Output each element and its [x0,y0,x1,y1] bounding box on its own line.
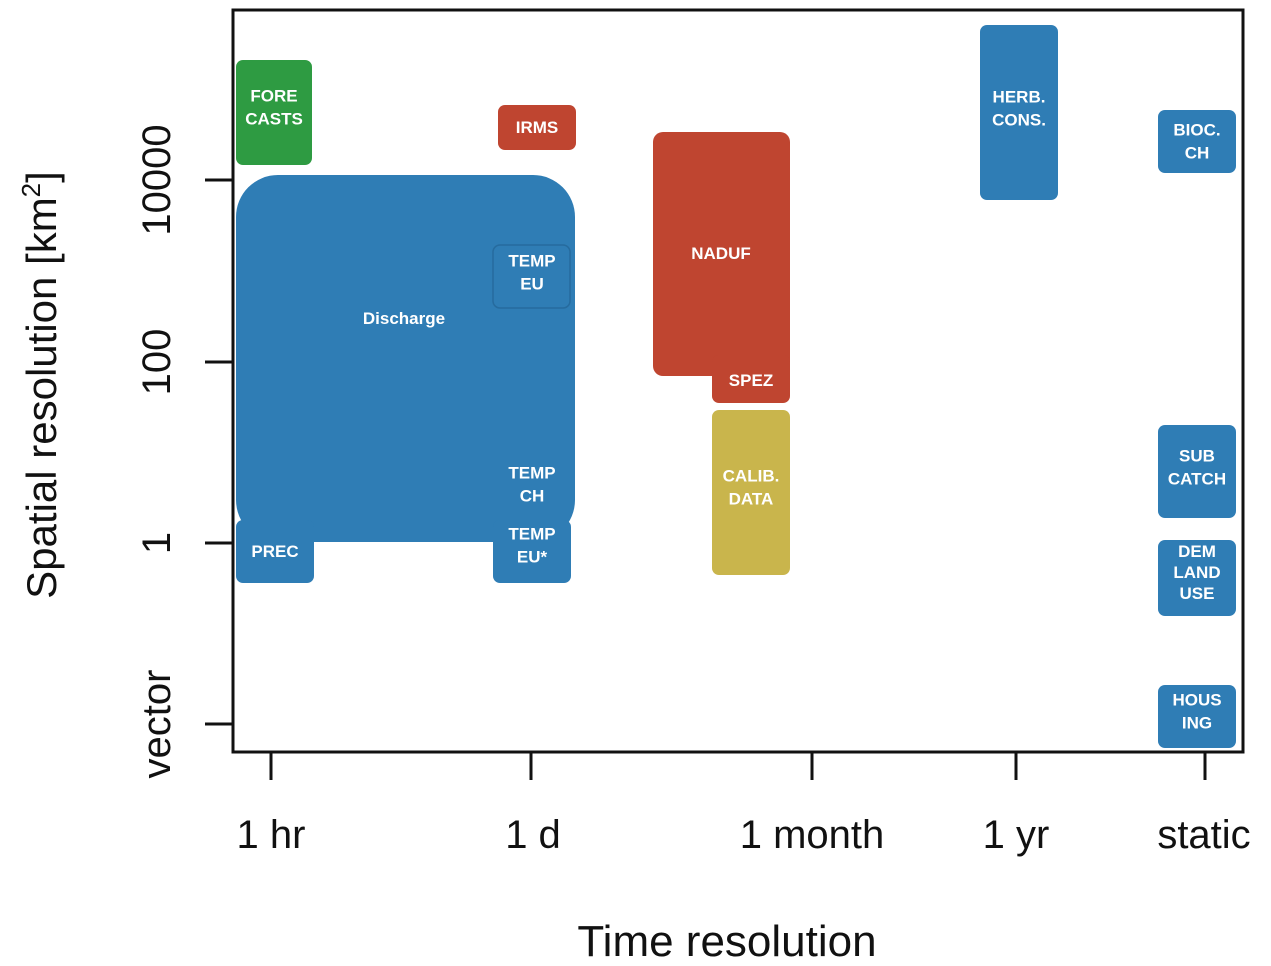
box [1158,110,1236,173]
box-label: CH [1185,144,1210,163]
box-label: TEMP [508,525,555,544]
y-title-close: ] [18,171,65,183]
y-tick-label: vector [135,670,179,779]
x-tick-label: 1 hr [237,813,306,857]
y-tick-label: 1 [135,532,179,554]
x-tick-label: 1 yr [983,813,1050,857]
box-label: SPEZ [729,371,773,390]
box-label: ING [1182,714,1212,733]
box-label: CONS. [992,111,1046,130]
box-label: LAND [1173,563,1220,582]
box-label: FORE [250,87,297,106]
y-title-text: Spatial resolution [km [18,197,65,599]
box-label: Discharge [363,309,445,328]
box-labels: FORE CASTS IRMS Discharge TEMP EU TEMP CH PREC TE… [245,87,1226,733]
box [712,410,790,575]
box-label: BIOC. [1173,121,1220,140]
box [236,175,575,542]
box-label: TEMP [508,464,555,483]
x-axis: 1 hr 1 d 1 month 1 yr static Time resolu… [237,752,1251,966]
box [492,244,571,309]
box-label: PREC [251,542,298,561]
x-tick-label: 1 d [505,813,561,857]
box-label: HOUS [1172,691,1221,710]
box [493,520,571,583]
plot-frame [231,8,1245,754]
box [1158,425,1236,518]
y-tick-label: 100 [135,329,179,396]
box-label: CALIB. [723,467,780,486]
box-label: EU* [517,548,548,567]
box-label: SUB [1179,447,1215,466]
y-tick-label: 10000 [135,124,179,235]
boxes [236,25,1236,748]
box [1158,685,1236,748]
y-axis: 10000 100 1 vector Spatial resolution [k… [16,124,233,778]
box-label: DEM [1178,542,1216,561]
box [498,105,576,150]
box-label: NADUF [691,244,751,263]
box-label: DATA [729,490,774,509]
box [653,132,790,376]
box [236,520,314,583]
box-label: CATCH [1168,470,1226,489]
y-axis-title: Spatial resolution [km2] [16,171,65,599]
box-label: CH [520,487,545,506]
box-label: CASTS [245,110,303,129]
box [712,355,790,403]
box-label: HERB. [993,88,1046,107]
x-axis-title: Time resolution [577,917,876,966]
x-tick-label: static [1157,813,1250,857]
box [980,25,1058,200]
box-label: USE [1180,584,1215,603]
box-label: TEMP [508,252,555,271]
box [1158,540,1236,616]
box-label: IRMS [516,118,559,137]
y-title-sup: 2 [16,183,46,197]
box-label: EU [520,275,544,294]
x-tick-label: 1 month [740,813,885,857]
box [236,60,312,165]
